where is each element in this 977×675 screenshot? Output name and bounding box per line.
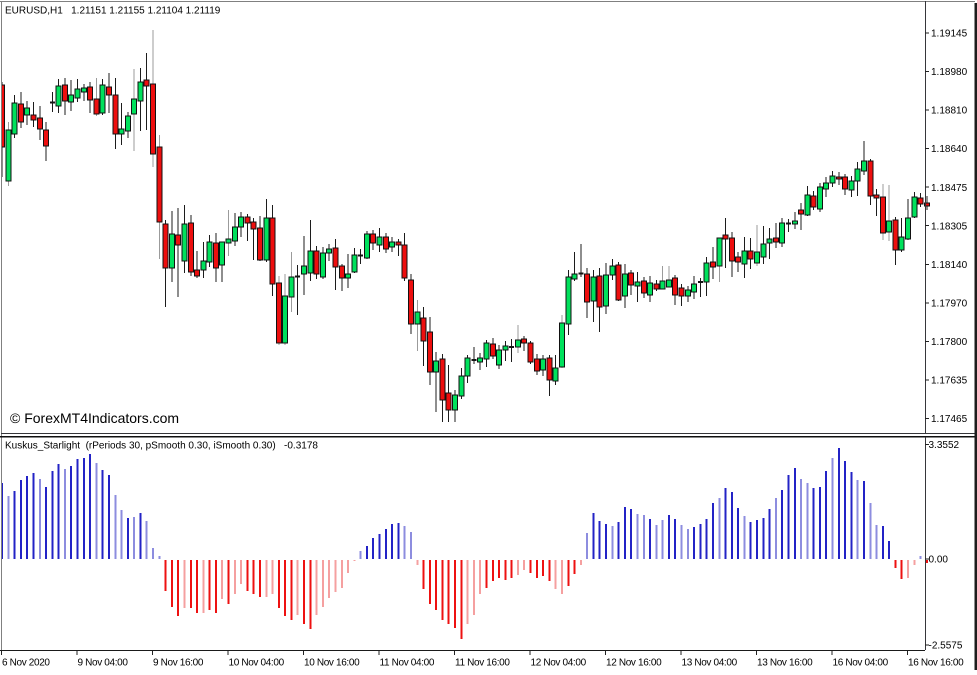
svg-text:13 Nov 16:00: 13 Nov 16:00: [757, 658, 813, 669]
svg-text:12 Nov 04:00: 12 Nov 04:00: [531, 658, 587, 669]
svg-text:11 Nov 04:00: 11 Nov 04:00: [380, 658, 435, 669]
svg-text:1.19145: 1.19145: [931, 29, 968, 40]
svg-text:0.00: 0.00: [929, 555, 949, 566]
svg-text:1.18980: 1.18980: [931, 67, 968, 78]
svg-text:1.17970: 1.17970: [931, 298, 968, 309]
svg-text:© ForexMT4Indicators.com: © ForexMT4Indicators.com: [10, 410, 179, 426]
svg-text:11 Nov 16:00: 11 Nov 16:00: [455, 658, 510, 669]
svg-text:12 Nov 16:00: 12 Nov 16:00: [606, 658, 662, 669]
svg-text:1.18305: 1.18305: [931, 221, 968, 232]
svg-text:9 Nov 16:00: 9 Nov 16:00: [153, 658, 204, 669]
svg-text:10 Nov 04:00: 10 Nov 04:00: [229, 658, 285, 669]
svg-text:13 Nov 04:00: 13 Nov 04:00: [682, 658, 738, 669]
svg-text:16 Nov 16:00: 16 Nov 16:00: [908, 658, 964, 669]
svg-text:Kuskus_Starlight (rPeriods 30: Kuskus_Starlight (rPeriods 30, pSmooth 0…: [5, 441, 318, 452]
svg-text:6 Nov 2020: 6 Nov 2020: [2, 658, 50, 669]
svg-text:EURUSD,H1 1.21151 1.21155 1.: EURUSD,H1 1.21151 1.21155 1.21104 1.2111…: [5, 6, 221, 17]
svg-text:1.18810: 1.18810: [931, 106, 968, 117]
svg-text:9 Nov 04:00: 9 Nov 04:00: [78, 658, 129, 669]
svg-text:1.18640: 1.18640: [931, 144, 968, 155]
svg-text:1.18140: 1.18140: [931, 260, 968, 271]
svg-text:10 Nov 16:00: 10 Nov 16:00: [304, 658, 360, 669]
svg-text:-2.5575: -2.5575: [929, 641, 963, 652]
svg-text:16 Nov 04:00: 16 Nov 04:00: [833, 658, 889, 669]
svg-text:1.17800: 1.17800: [931, 337, 968, 348]
svg-text:1.18475: 1.18475: [931, 183, 968, 194]
svg-text:3.3552: 3.3552: [929, 440, 960, 451]
svg-text:1.17635: 1.17635: [931, 376, 968, 387]
svg-text:1.17465: 1.17465: [931, 414, 968, 425]
